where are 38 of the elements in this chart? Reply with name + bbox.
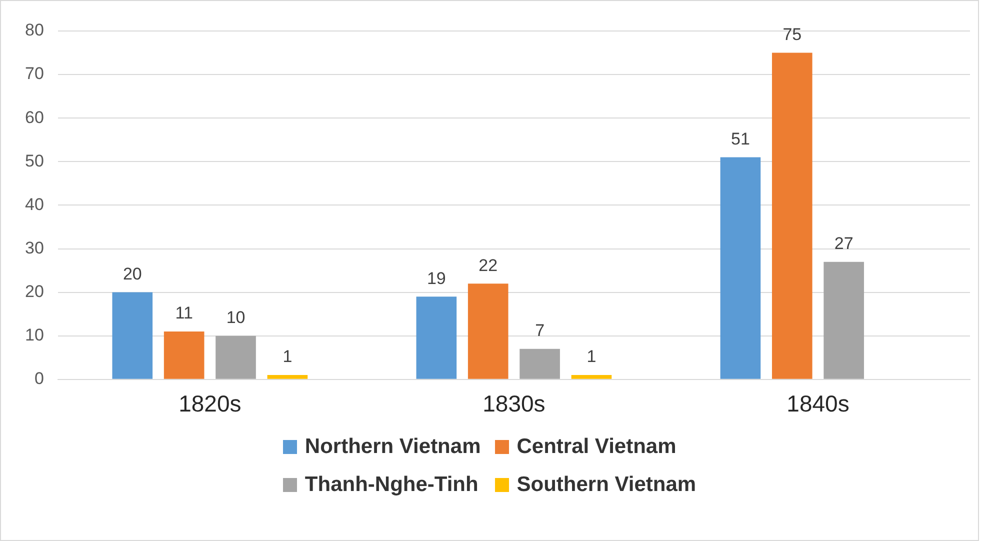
legend-label: Southern Vietnam xyxy=(516,473,696,497)
legend-label: Thanh-Nghe-Tinh xyxy=(304,473,478,497)
legend-label: Central Vietnam xyxy=(516,435,676,459)
y-tick-label: 40 xyxy=(24,194,44,214)
bar xyxy=(216,336,256,379)
legend-label: Northern Vietnam xyxy=(304,435,481,459)
y-tick-label: 60 xyxy=(24,108,44,127)
data-label: 20 xyxy=(122,264,142,284)
y-tick-label: 0 xyxy=(34,369,44,388)
y-tick-label: 20 xyxy=(24,282,44,301)
y-tick-label: 70 xyxy=(24,64,44,84)
bar xyxy=(468,284,508,379)
data-label: 10 xyxy=(226,308,246,328)
y-tick-label: 80 xyxy=(24,20,44,40)
bar xyxy=(416,296,457,379)
data-label: 7 xyxy=(535,321,545,340)
bar xyxy=(112,292,153,379)
bar xyxy=(772,52,812,379)
bar xyxy=(267,375,308,379)
data-label: 51 xyxy=(730,129,750,148)
data-label: 11 xyxy=(175,304,193,323)
bar xyxy=(720,157,761,379)
data-label: 27 xyxy=(834,234,854,254)
y-tick-label: 50 xyxy=(24,151,44,170)
data-label: 1 xyxy=(586,347,596,366)
x-tick-label: 1830s xyxy=(482,390,546,417)
data-label: 75 xyxy=(782,24,802,44)
bar xyxy=(164,331,204,379)
x-tick-label: 1840s xyxy=(786,390,850,417)
y-tick-label: 10 xyxy=(24,326,44,345)
bar xyxy=(520,348,560,379)
bar xyxy=(824,262,864,379)
bar xyxy=(571,375,612,379)
y-tick-label: 30 xyxy=(24,238,44,258)
x-tick-label: 1820s xyxy=(178,390,242,417)
data-label: 19 xyxy=(426,268,446,288)
data-label: 1 xyxy=(282,347,292,366)
data-label: 22 xyxy=(478,256,498,275)
